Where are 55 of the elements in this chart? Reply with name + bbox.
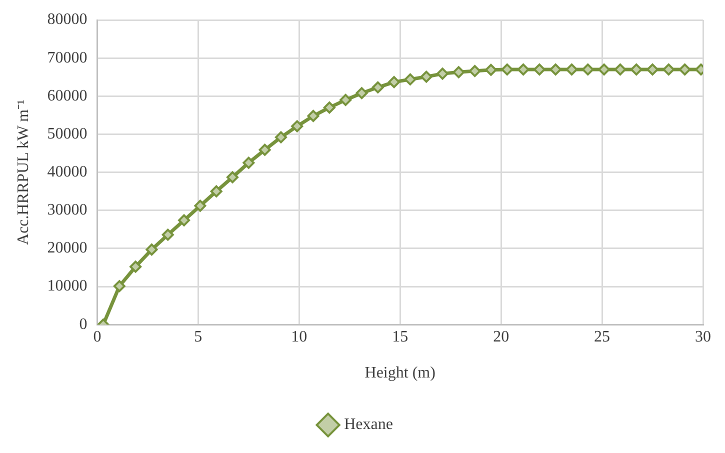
x-tick-label: 20 [493, 328, 510, 346]
point [130, 260, 142, 273]
point [388, 76, 400, 88]
point [307, 110, 320, 122]
x-tick-label: 25 [594, 328, 610, 346]
point [274, 131, 287, 144]
point [517, 64, 530, 76]
x-tick-label: 30 [695, 328, 711, 346]
x-tick-label: 10 [291, 328, 308, 346]
point [630, 64, 642, 76]
point [533, 64, 546, 76]
point [356, 87, 368, 100]
point [614, 64, 626, 76]
x-tick-label: 5 [194, 328, 202, 346]
point [452, 66, 465, 78]
point [258, 144, 271, 156]
point [162, 228, 174, 241]
point [372, 81, 384, 94]
x-tick-label: 0 [93, 328, 102, 346]
y-tick-label: 60000 [47, 87, 88, 104]
x-axis-title: Height (m) [364, 364, 436, 382]
y-tick-label: 40000 [47, 164, 88, 181]
x-tick-label: 15 [392, 328, 408, 346]
point [662, 64, 675, 76]
point [242, 156, 255, 169]
y-axis-title: Acc.HRRPUL kW m⁻¹ [14, 99, 32, 245]
point [146, 244, 158, 256]
point [340, 94, 352, 106]
y-tick-label: 10000 [47, 278, 88, 295]
point [484, 64, 497, 76]
point [291, 120, 304, 132]
point [468, 65, 481, 78]
point [420, 70, 432, 83]
y-tick-label: 30000 [47, 202, 88, 219]
y-tick-label: 0 [79, 316, 88, 333]
y-tick-label: 20000 [47, 240, 88, 257]
point [582, 64, 594, 76]
point [436, 68, 449, 80]
point [566, 64, 578, 76]
point [323, 102, 336, 114]
point [226, 171, 238, 184]
point [113, 280, 126, 292]
legend-label: Hexane [344, 416, 393, 434]
point [501, 64, 514, 76]
point [178, 214, 190, 226]
y-tick-label: 50000 [47, 125, 88, 142]
point [194, 200, 206, 212]
point [646, 64, 659, 76]
point [598, 64, 610, 76]
y-tick-label: 70000 [47, 49, 88, 66]
point [404, 73, 416, 86]
point [210, 185, 222, 198]
y-tick-label: 80000 [47, 11, 88, 28]
point [550, 64, 562, 76]
point [678, 64, 691, 76]
